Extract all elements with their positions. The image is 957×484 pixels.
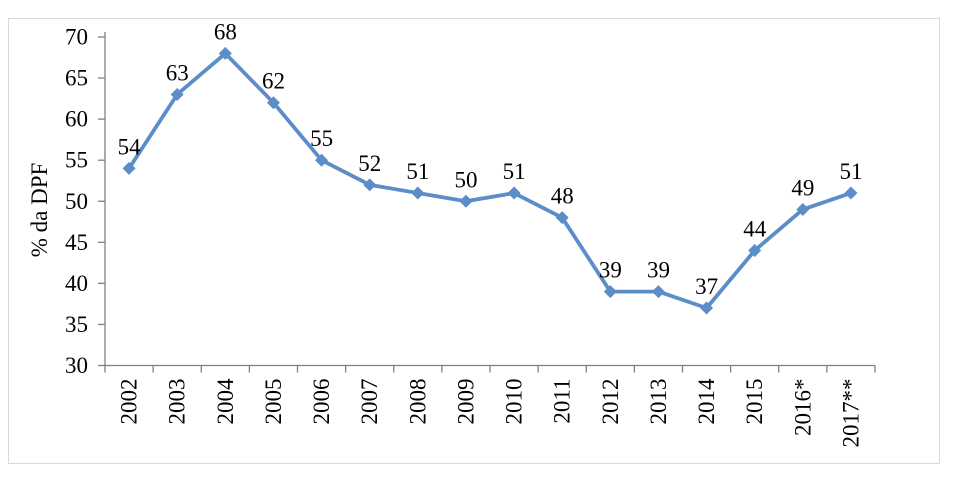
data-point	[700, 301, 714, 315]
x-category-label: 2014	[694, 378, 719, 425]
y-tick-label: 65	[65, 66, 88, 91]
data-point	[603, 285, 617, 299]
x-category-label: 2013	[646, 379, 671, 425]
x-category-label: 2017**	[838, 379, 863, 448]
y-tick-label: 30	[65, 353, 88, 378]
x-category-label: 2002	[117, 379, 142, 425]
data-label: 37	[695, 274, 718, 299]
x-category-label: 2016*	[790, 379, 815, 437]
data-label: 55	[310, 126, 333, 151]
data-point	[748, 244, 762, 258]
data-point	[315, 153, 329, 167]
y-tick-label: 40	[65, 271, 88, 296]
data-point	[459, 194, 473, 208]
data-point	[122, 161, 136, 175]
y-tick-label: 70	[65, 25, 88, 50]
data-point	[170, 87, 184, 101]
data-label: 63	[166, 60, 189, 85]
data-point	[844, 186, 858, 200]
x-category-label: 2010	[502, 379, 527, 425]
data-label: 54	[118, 134, 142, 159]
y-tick-label: 35	[65, 312, 88, 337]
y-tick-label: 50	[65, 189, 88, 214]
data-point	[363, 178, 377, 192]
data-point	[411, 186, 425, 200]
x-category-label: 2007	[357, 379, 382, 425]
x-category-label: 2003	[165, 379, 190, 425]
data-label: 51	[839, 159, 862, 184]
y-tick-label: 45	[65, 230, 88, 255]
chart-border	[8, 18, 940, 464]
x-category-label: 2015	[742, 379, 767, 425]
series-line	[127, 51, 853, 310]
data-label: 49	[791, 175, 814, 200]
x-category-label: 2006	[309, 379, 334, 425]
y-tick-label: 55	[65, 148, 88, 173]
data-label: 39	[599, 258, 622, 283]
data-label: 51	[503, 159, 526, 184]
data-label: 62	[262, 69, 285, 94]
x-category-label: 2009	[453, 379, 478, 425]
data-label: 44	[743, 217, 767, 242]
data-point	[651, 285, 665, 299]
data-label: 48	[551, 184, 574, 209]
data-point	[218, 46, 232, 60]
y-tick-label: 60	[65, 107, 88, 132]
data-label: 68	[214, 19, 237, 44]
data-label: 51	[406, 159, 429, 184]
data-point	[555, 211, 569, 225]
data-point	[507, 186, 521, 200]
data-label: 50	[454, 167, 477, 192]
data-label: 52	[358, 151, 381, 176]
x-category-label: 2008	[405, 379, 430, 425]
x-category-label: 2011	[550, 379, 575, 424]
data-label: 39	[647, 258, 670, 283]
y-axis-title: % da DPF	[27, 162, 52, 258]
data-point	[266, 96, 280, 110]
x-category-label: 2005	[261, 379, 286, 425]
x-category-label: 2004	[213, 378, 238, 425]
x-category-label: 2012	[598, 379, 623, 425]
data-point	[796, 202, 810, 216]
